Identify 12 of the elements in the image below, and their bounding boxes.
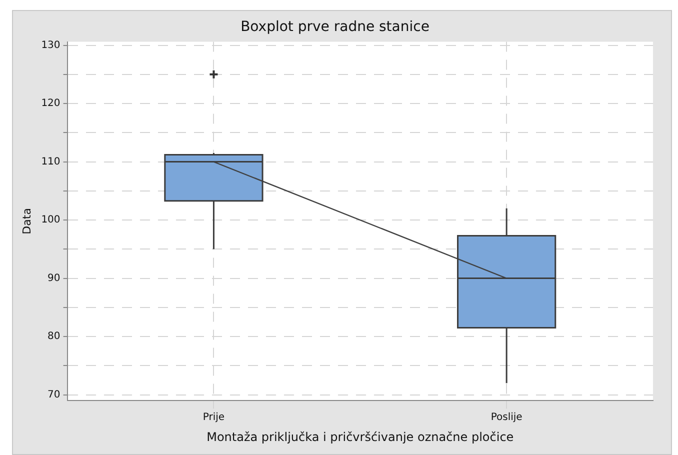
y-tick-label: 130 xyxy=(41,40,60,51)
y-tick-label: 70 xyxy=(48,389,60,400)
y-tick-label: 90 xyxy=(48,272,60,284)
y-axis-title: Data xyxy=(20,208,34,234)
chart-title: Boxplot prve radne stanice xyxy=(240,19,430,36)
y-tick-label: 100 xyxy=(41,214,60,226)
y-tick-label: 80 xyxy=(48,331,60,342)
x-axis-title: Montaža priključka i pričvršćivanje označne pločice xyxy=(206,430,514,444)
y-tick-label: 120 xyxy=(41,98,60,110)
x-tick-label: Prije xyxy=(202,412,225,424)
y-tick-label: 110 xyxy=(41,156,60,168)
x-tick-label: Poslije xyxy=(490,412,522,424)
